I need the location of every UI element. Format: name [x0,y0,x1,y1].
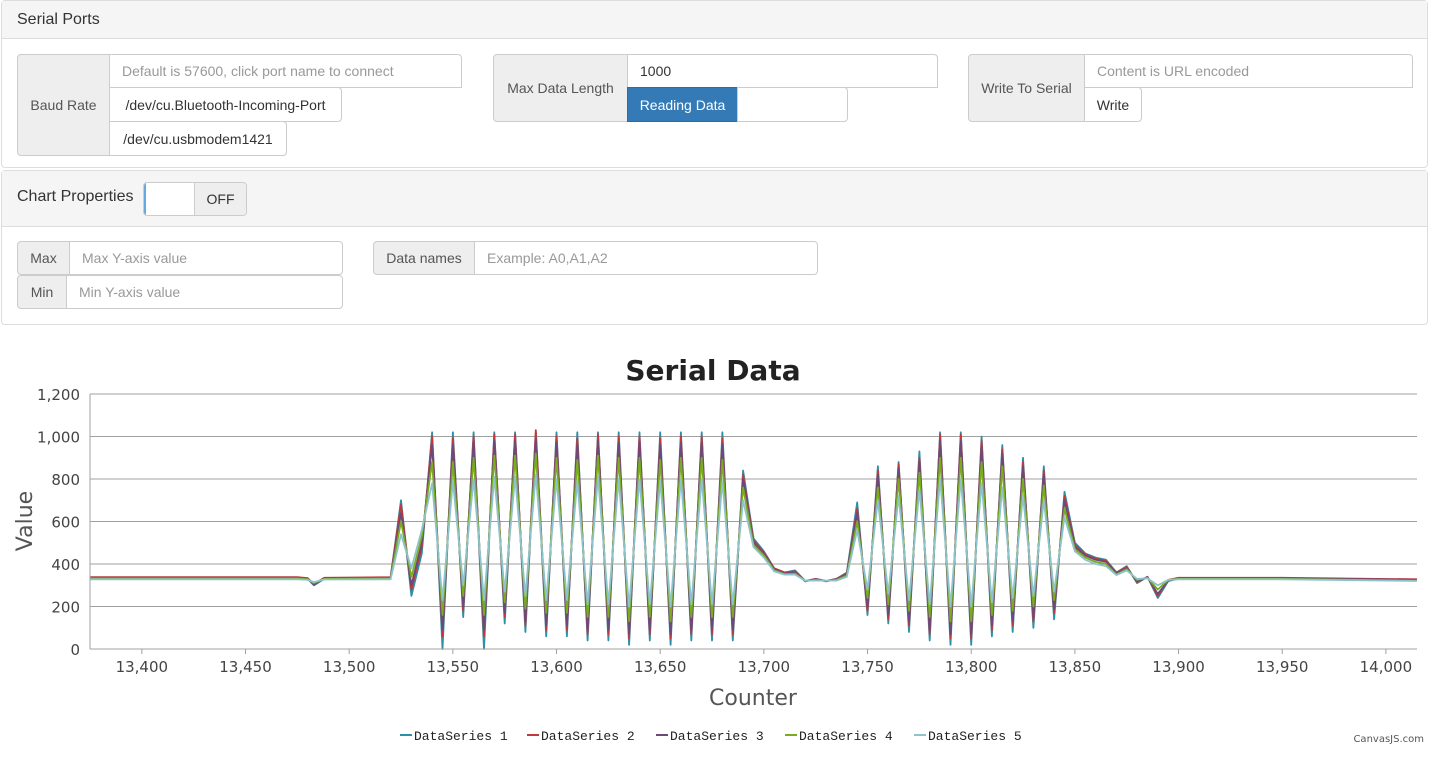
max-y-input[interactable]: Max Y-axis value [69,241,343,275]
reading-data-spacer [737,87,848,122]
serial-data-chart: Serial Data 0 200 400 600 800 1,000 1,200 13,40… [13,354,1424,745]
chart-properties-heading: Chart Properties OFF [2,171,1427,227]
max-y-label: Max [17,241,70,275]
legend-item-1[interactable]: DataSeries 1 [414,729,508,744]
port-button-usbmodem[interactable]: /dev/cu.usbmodem1421 [109,121,287,156]
x-tick-label: 13,900 [1152,658,1205,676]
canvasjs-credit[interactable]: CanvasJS.com [1353,734,1424,745]
port-button-bluetooth[interactable]: /dev/cu.Bluetooth-Incoming-Port [109,87,342,122]
x-tick-label: 13,700 [738,658,791,676]
y-axis-label: Value [13,491,38,551]
x-tick-label: 13,450 [219,658,272,676]
chart-properties-panel: Chart Properties OFF Max Max Y-axis valu… [1,170,1428,325]
legend-item-4[interactable]: DataSeries 4 [799,729,893,744]
y-tick-label: 1,000 [37,429,80,447]
x-tick-label: 13,950 [1256,658,1309,676]
legend-item-5[interactable]: DataSeries 5 [928,729,1022,744]
y-tick-label: 600 [51,514,80,532]
min-y-input[interactable]: Min Y-axis value [66,275,343,309]
data-names-label: Data names [373,241,475,275]
toggle-off-label: OFF [194,183,246,215]
baud-rate-input[interactable]: Default is 57600, click port name to con… [109,54,462,88]
x-axis-label: Counter [709,686,798,711]
write-button[interactable]: Write [1084,87,1142,122]
y-tick-label: 800 [51,471,80,489]
toggle-handle[interactable] [144,183,194,215]
x-tick-label: 13,600 [530,658,583,676]
x-tick-label: 13,400 [116,658,169,676]
x-tick-label: 13,850 [1049,658,1102,676]
write-to-serial-label: Write To Serial [968,54,1085,122]
x-tick-label: 14,000 [1360,658,1413,676]
min-y-label: Min [17,275,67,309]
x-tick-label: 13,650 [634,658,687,676]
series-line-5 [90,473,1418,608]
max-data-length-label: Max Data Length [493,54,628,122]
reading-data-button[interactable]: Reading Data [627,87,738,122]
y-tick-label: 1,200 [37,386,80,404]
baud-rate-label: Baud Rate [17,54,110,156]
x-tick-label: 13,500 [323,658,376,676]
data-names-input[interactable]: Example: A0,A1,A2 [474,241,818,275]
serial-ports-panel: Serial Ports Baud Rate Default is 57600,… [1,0,1428,168]
x-tick-label: 13,550 [427,658,480,676]
max-data-length-input[interactable]: 1000 [627,54,938,88]
write-serial-input[interactable]: Content is URL encoded [1084,54,1413,88]
x-tick-label: 13,800 [945,658,998,676]
serial-ports-heading: Serial Ports [2,1,1427,39]
legend-item-3[interactable]: DataSeries 3 [670,729,764,744]
y-tick-label: 400 [51,556,80,574]
x-tick-label: 13,750 [841,658,894,676]
chart-title: Serial Data [625,354,800,387]
serial-ports-title: Serial Ports [17,11,100,28]
y-tick-label: 200 [51,599,80,617]
chart-properties-title: Chart Properties [17,188,134,205]
chart-legend: DataSeries 1 DataSeries 2 DataSeries 3 Data… [400,729,1022,744]
chart-properties-toggle[interactable]: OFF [143,182,247,216]
legend-item-2[interactable]: DataSeries 2 [541,729,635,744]
y-tick-label: 0 [70,641,80,659]
